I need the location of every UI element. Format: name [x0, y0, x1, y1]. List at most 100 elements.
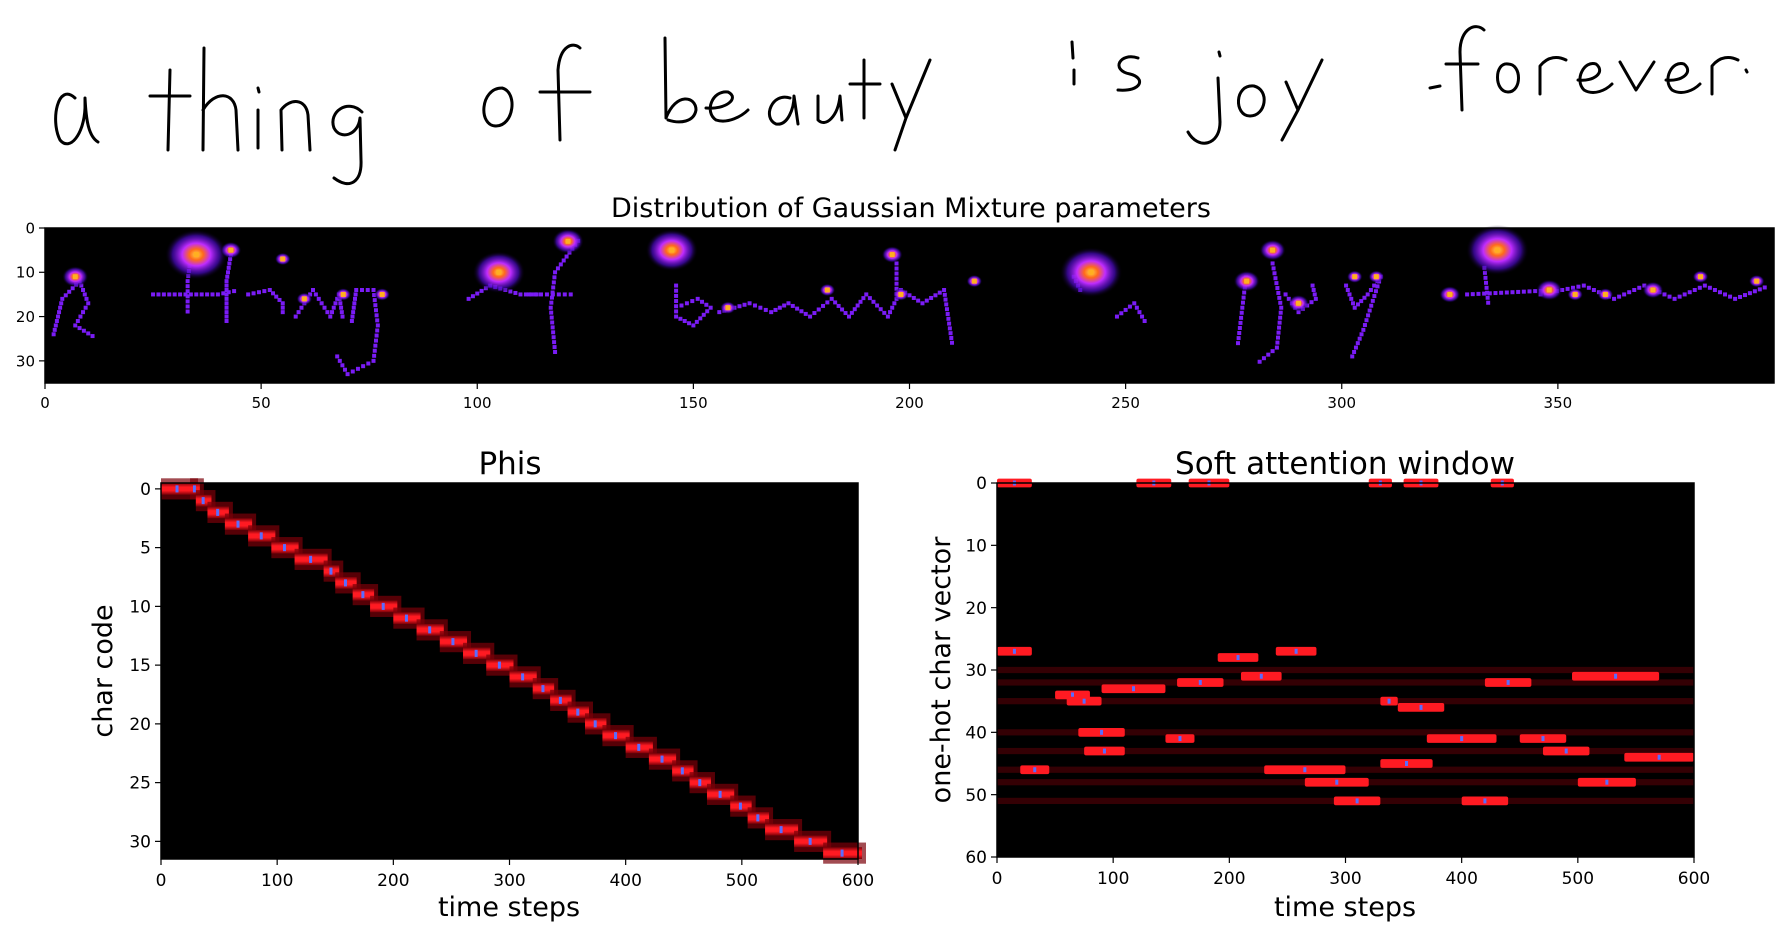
- gmm-point: [1237, 331, 1242, 336]
- gmm-point: [950, 340, 955, 345]
- gmm-point: [933, 293, 938, 298]
- gmm-point: [57, 310, 62, 315]
- gmm-point: [1127, 304, 1132, 309]
- gmm-point: [340, 363, 345, 368]
- attention-marks: [997, 478, 1694, 806]
- gmm-point: [224, 319, 229, 323]
- gmm-point: [920, 301, 925, 306]
- gmm-component-center: [340, 291, 346, 297]
- gmm-point: [708, 305, 713, 310]
- gmm-point: [1277, 320, 1282, 325]
- gmm-point: [185, 284, 190, 289]
- gmm-point: [1762, 285, 1767, 290]
- attention-segment-peak: [1131, 686, 1135, 692]
- gmm-point: [861, 296, 866, 301]
- gmm-point: [319, 301, 324, 306]
- gmm-point: [701, 312, 706, 317]
- gmm-point: [1672, 296, 1677, 301]
- gmm-point: [352, 296, 357, 301]
- gmm-point: [375, 328, 380, 333]
- gmm-point: [84, 296, 89, 301]
- gmm-point: [812, 311, 817, 316]
- attention-segment-peak: [1236, 655, 1240, 661]
- gmm-point: [59, 301, 64, 306]
- attention-segment-peak: [1033, 767, 1037, 773]
- gmm-point: [51, 332, 56, 337]
- gmm-point: [1137, 310, 1142, 315]
- gmm-component-center: [1373, 274, 1379, 280]
- gmm-point: [479, 288, 484, 293]
- gmm-point: [763, 307, 768, 312]
- gmm-point: [1521, 289, 1526, 294]
- x-tick-label: 300: [1329, 869, 1361, 889]
- x-tick-label: 0: [992, 869, 1003, 889]
- gmm-component-center: [1698, 274, 1704, 280]
- gmm-point: [1717, 290, 1722, 295]
- gmm-point: [947, 326, 952, 331]
- gmm-point: [894, 276, 899, 281]
- gmm-point: [1352, 305, 1357, 310]
- gmm-component-center: [971, 278, 977, 284]
- gmm-point: [849, 310, 854, 315]
- gmm-point: [199, 292, 204, 297]
- y-tick-label: 20: [16, 308, 35, 326]
- gmm-point: [894, 266, 899, 271]
- gmm-point: [769, 310, 774, 315]
- gmm-point: [846, 314, 851, 319]
- gmm-point: [470, 294, 475, 299]
- x-tick-label: 300: [1327, 394, 1356, 412]
- gmm-point: [1738, 294, 1743, 299]
- y-tick-label: 15: [129, 656, 151, 676]
- gmm-point: [945, 311, 950, 316]
- gmm-point: [799, 309, 804, 314]
- x-tick-label: 100: [1097, 869, 1129, 889]
- gmm-point: [55, 314, 60, 319]
- gmm-point: [894, 261, 899, 266]
- gmm-point: [183, 292, 188, 297]
- gmm-point: [82, 292, 87, 297]
- gmm-point: [1350, 301, 1355, 306]
- gmm-point: [1296, 310, 1301, 315]
- y-tick-label: 10: [16, 264, 35, 282]
- gmm-point: [1271, 266, 1276, 271]
- gmm-point: [944, 302, 949, 307]
- gmm-point: [185, 279, 190, 284]
- attention-segment-peak: [1404, 761, 1408, 766]
- gmm-point: [698, 316, 703, 321]
- x-tick-label: 100: [261, 871, 293, 891]
- phis-band-peak: [756, 814, 760, 822]
- gmm-point: [1275, 286, 1280, 291]
- gmm-point: [944, 307, 949, 312]
- gmm-point: [679, 303, 684, 308]
- gmm-point: [1241, 295, 1246, 300]
- gmm-point: [1279, 305, 1284, 310]
- attention-faint-row: [997, 666, 1694, 674]
- gmm-point: [1239, 315, 1244, 320]
- gmm-point: [224, 301, 229, 306]
- y-tick-label: 30: [965, 661, 987, 681]
- gmm-point: [308, 292, 313, 297]
- gmm-point: [782, 303, 787, 308]
- gmm-point: [878, 307, 883, 312]
- gmm-point: [551, 335, 556, 340]
- gmm-point: [185, 309, 190, 314]
- gmm-point: [1114, 314, 1119, 319]
- gmm-point: [296, 310, 301, 315]
- phis-band-peak: [698, 779, 702, 787]
- gmm-point: [280, 301, 285, 306]
- gmm-point: [947, 321, 952, 326]
- phis-band-peak: [614, 732, 618, 740]
- gmm-point: [372, 353, 377, 358]
- gmm-point: [836, 303, 841, 308]
- gmm-point: [705, 309, 710, 314]
- gmm-point: [1692, 288, 1697, 292]
- gmm-point: [1366, 313, 1371, 318]
- gmm-point: [339, 305, 344, 310]
- gmm-point: [322, 305, 327, 310]
- gmm-point: [1682, 292, 1687, 297]
- gmm-point: [1240, 300, 1245, 305]
- gmm-point: [351, 305, 356, 310]
- y-tick-label: 20: [965, 599, 987, 619]
- gmm-point: [1485, 290, 1490, 295]
- gmm-point: [1347, 292, 1352, 297]
